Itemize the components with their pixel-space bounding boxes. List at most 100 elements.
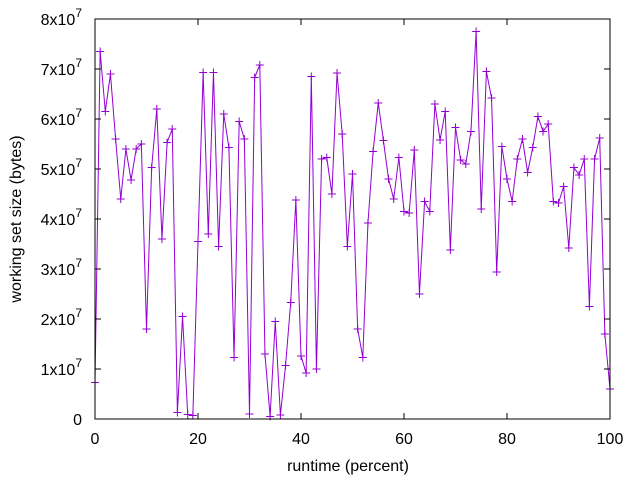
data-point-marker [436, 136, 445, 144]
data-point-marker [595, 134, 604, 142]
data-point-marker [451, 123, 460, 132]
data-point-marker [235, 117, 244, 126]
data-point-marker [528, 143, 537, 152]
data-point-marker [456, 156, 465, 164]
data-point-marker [132, 145, 141, 153]
data-point-marker [168, 125, 177, 133]
y-axis-label: working set size (bytes) [8, 135, 25, 303]
data-point-marker [152, 105, 161, 113]
data-point-marker [425, 207, 434, 216]
data-point-marker [374, 99, 383, 107]
data-point-marker [291, 196, 300, 204]
y-tick-label: 6x107 [41, 106, 83, 129]
data-point-marker [585, 302, 594, 311]
data-point-marker [297, 352, 305, 360]
data-point-marker [477, 205, 486, 213]
data-point-marker [121, 145, 130, 153]
data-point-marker [111, 135, 120, 143]
data-point-marker [492, 268, 501, 276]
data-point-marker [147, 163, 156, 172]
data-point-marker [163, 138, 172, 147]
data-point-marker [338, 130, 347, 138]
data-point-marker [224, 143, 233, 152]
data-point-marker [157, 235, 166, 243]
data-point-marker [513, 155, 522, 163]
data-point-marker [400, 207, 408, 216]
x-tick-label: 100 [597, 431, 624, 448]
data-point-marker [178, 312, 187, 321]
data-point-marker [353, 325, 362, 333]
x-tick-label: 0 [91, 431, 100, 448]
data-point-marker [286, 298, 295, 307]
data-point-marker [333, 69, 342, 77]
data-point-marker [487, 94, 496, 102]
data-point-marker [384, 175, 393, 183]
x-tick-label: 20 [189, 431, 207, 448]
data-point-marker [106, 70, 115, 78]
data-point-marker [503, 175, 511, 183]
y-tick-label: 3x107 [41, 256, 83, 279]
data-point-marker [348, 170, 357, 178]
data-point-marker [369, 147, 378, 156]
data-point-marker [214, 242, 223, 251]
data-point-marker [302, 369, 311, 377]
data-point-marker [173, 408, 182, 417]
y-tick-label: 5x107 [41, 156, 83, 179]
data-point-marker [363, 219, 372, 227]
data-point-marker [482, 67, 491, 76]
data-point-marker [575, 171, 584, 179]
data-point-marker [183, 410, 192, 419]
data-point-marker [533, 112, 542, 121]
data-point-marker [343, 242, 352, 251]
data-point-marker [276, 411, 285, 419]
data-point-marker [188, 411, 197, 420]
plot-frame [94, 18, 611, 420]
data-point-marker [544, 120, 553, 128]
data-point-marker [508, 197, 517, 206]
data-point-marker [137, 140, 146, 148]
series-line [94, 31, 611, 417]
data-point-marker [142, 325, 151, 333]
y-tick-label: 2x107 [41, 306, 83, 329]
data-point-marker [559, 182, 568, 191]
data-point-marker [240, 135, 249, 143]
data-point-marker [569, 163, 578, 172]
data-point-marker [317, 155, 326, 163]
data-point-marker [446, 246, 455, 254]
data-point-marker [379, 136, 388, 145]
data-point-marker [199, 68, 208, 77]
data-point-marker [564, 244, 573, 252]
data-point-marker [389, 195, 398, 203]
data-point-marker [410, 146, 419, 154]
data-point-marker [127, 176, 136, 184]
x-axis-label: runtime (percent) [287, 458, 409, 475]
y-tick-label: 4x107 [41, 206, 83, 229]
data-point-marker [281, 361, 290, 370]
data-point-marker [523, 168, 532, 177]
x-tick-label: 80 [498, 431, 516, 448]
data-point-marker [554, 199, 563, 207]
data-point-marker [590, 155, 599, 163]
tick-layer: 0 20 40 60 80 100 0 1x107 2x107 3x107 4x107 5x107 6x… [41, 6, 624, 448]
data-point-marker [420, 197, 429, 206]
y-tick-label: 1x107 [41, 356, 83, 379]
data-point-marker [466, 127, 475, 136]
data-point-marker [580, 155, 589, 163]
data-point-marker [415, 290, 424, 298]
data-point-marker [394, 153, 403, 162]
data-point-marker [96, 47, 105, 56]
data-point-marker [307, 72, 316, 81]
y-tick-label: 0 [73, 412, 82, 429]
data-point-marker [194, 237, 202, 246]
data-point-marker [539, 127, 548, 136]
data-point-marker [405, 209, 414, 217]
data-point-marker [209, 68, 218, 77]
data-point-marker [312, 365, 321, 373]
data-point-marker [245, 410, 254, 418]
data-point-marker [322, 153, 331, 162]
data-point-marker [358, 353, 367, 362]
x-tick-label: 60 [395, 431, 413, 448]
data-point-marker [600, 330, 609, 338]
